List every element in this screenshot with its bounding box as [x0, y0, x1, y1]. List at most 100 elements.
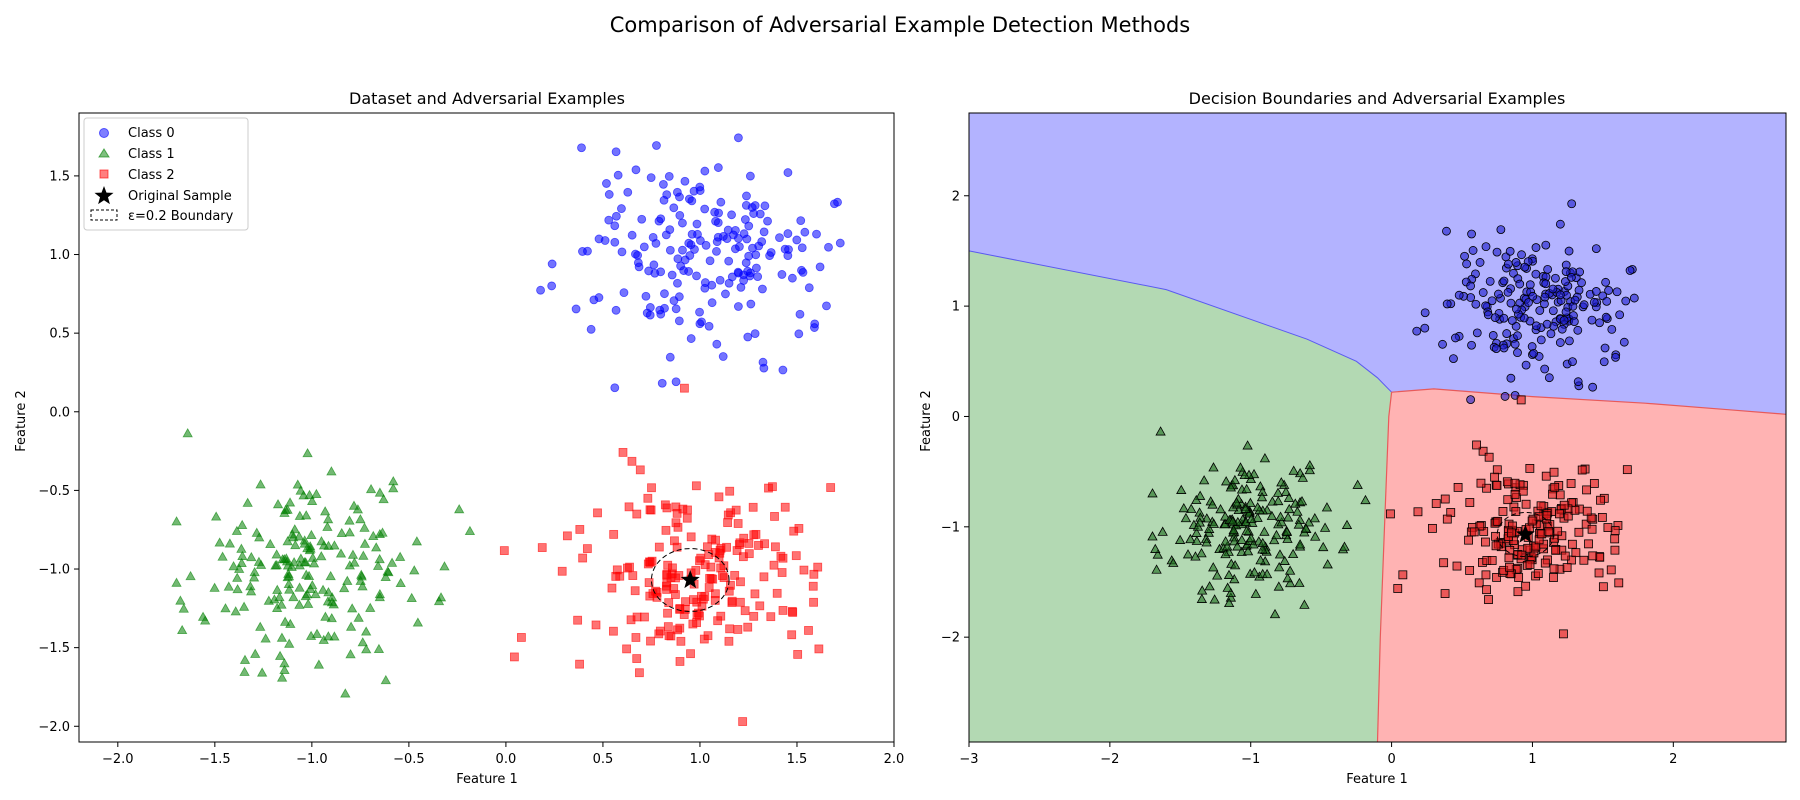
right-y-tick-label: 2 — [952, 189, 960, 204]
point-class1 — [406, 592, 417, 602]
point-class1 — [313, 659, 325, 669]
point-class0 — [1564, 336, 1574, 346]
left-y-tick-label: 1.0 — [49, 248, 70, 263]
legend-marker-class2 — [99, 169, 109, 179]
point-class2 — [517, 633, 526, 642]
point-class0 — [746, 299, 756, 309]
point-class0 — [665, 245, 675, 255]
point-class0 — [646, 173, 656, 183]
point-class1 — [1151, 564, 1162, 574]
legend-frame — [83, 117, 249, 231]
point-class0 — [1512, 304, 1521, 314]
point-class1 — [178, 603, 189, 613]
point-class1 — [338, 582, 350, 593]
left-panel-title: Dataset and Adversarial Examples — [349, 89, 625, 108]
point-class0 — [707, 298, 717, 308]
point-class2 — [814, 644, 824, 654]
point-class0 — [589, 295, 599, 305]
point-class0 — [830, 199, 839, 209]
point-class0 — [1587, 315, 1597, 325]
point-class2 — [1584, 539, 1593, 549]
point-class1 — [1304, 464, 1315, 475]
point-class1 — [246, 551, 257, 562]
point-class2 — [1525, 560, 1535, 569]
point-class2 — [1587, 524, 1597, 534]
point-class1 — [255, 479, 266, 489]
point-class0 — [1467, 229, 1476, 239]
right-x-tick-label: 0 — [1387, 752, 1395, 767]
point-class0 — [760, 201, 770, 211]
point-class0 — [697, 317, 706, 327]
point-class0 — [754, 241, 764, 251]
point-class2 — [715, 548, 725, 558]
point-class1 — [1284, 503, 1295, 514]
point-class1 — [1152, 549, 1163, 559]
right-panel: Decision Boundaries and Adversarial Exam… — [919, 89, 1787, 787]
point-class2 — [663, 608, 672, 618]
point-class2 — [1567, 539, 1577, 549]
point-class0 — [759, 227, 769, 237]
point-class0 — [1591, 244, 1601, 254]
left-x-tick-label: −2.0 — [102, 752, 134, 767]
point-class2 — [666, 573, 676, 583]
left-epsilon-boundary — [650, 548, 730, 612]
point-class2 — [609, 529, 619, 539]
point-class2 — [707, 534, 717, 544]
point-class1 — [299, 538, 310, 548]
point-class0 — [547, 281, 557, 291]
point-class2 — [1603, 523, 1613, 532]
point-class1 — [1155, 426, 1166, 436]
point-class1 — [1147, 488, 1158, 498]
point-class0 — [676, 261, 686, 271]
point-class2 — [1554, 509, 1564, 519]
point-class1 — [279, 616, 291, 626]
point-class2 — [744, 539, 754, 548]
point-class1 — [1208, 518, 1220, 528]
point-class1 — [435, 592, 447, 602]
point-class0 — [718, 232, 728, 241]
point-class0 — [623, 187, 633, 197]
point-class0 — [1548, 306, 1558, 316]
region-class0 — [969, 113, 1786, 415]
point-class1 — [1204, 581, 1215, 591]
point-class0 — [1551, 273, 1560, 283]
point-class1 — [265, 538, 276, 549]
point-class2 — [1562, 563, 1572, 573]
left-x-tick-label: 0.5 — [593, 752, 614, 767]
point-class1 — [1182, 549, 1194, 559]
point-class1 — [365, 602, 376, 612]
point-class0 — [674, 316, 684, 326]
point-class0 — [718, 352, 728, 361]
point-class1 — [307, 552, 318, 562]
point-class2 — [691, 481, 701, 491]
point-class1 — [395, 577, 406, 588]
point-class2 — [1492, 481, 1502, 490]
point-class2 — [644, 578, 654, 588]
point-class2 — [793, 650, 803, 659]
point-class0 — [631, 165, 641, 175]
point-class0 — [777, 270, 787, 279]
point-class0 — [604, 190, 614, 199]
point-class1 — [1150, 543, 1161, 553]
point-class2 — [743, 622, 753, 632]
point-class1 — [1282, 533, 1293, 543]
point-class2 — [668, 563, 677, 573]
point-class0 — [733, 302, 743, 311]
point-class0 — [787, 273, 797, 283]
point-class2 — [669, 584, 679, 593]
point-class0 — [660, 289, 669, 299]
point-class1 — [1352, 479, 1363, 489]
point-class0 — [796, 216, 806, 226]
point-class0 — [1536, 335, 1546, 345]
point-class0 — [1602, 296, 1612, 306]
point-class1 — [223, 581, 234, 591]
point-class0 — [536, 285, 545, 295]
point-class0 — [753, 113, 755, 114]
point-class0 — [1478, 288, 1488, 297]
point-class0 — [751, 250, 761, 260]
point-class2 — [725, 486, 735, 496]
point-class2 — [632, 509, 642, 519]
point-class2 — [1566, 479, 1576, 488]
point-class0 — [1615, 310, 1625, 320]
point-class0 — [734, 234, 743, 243]
